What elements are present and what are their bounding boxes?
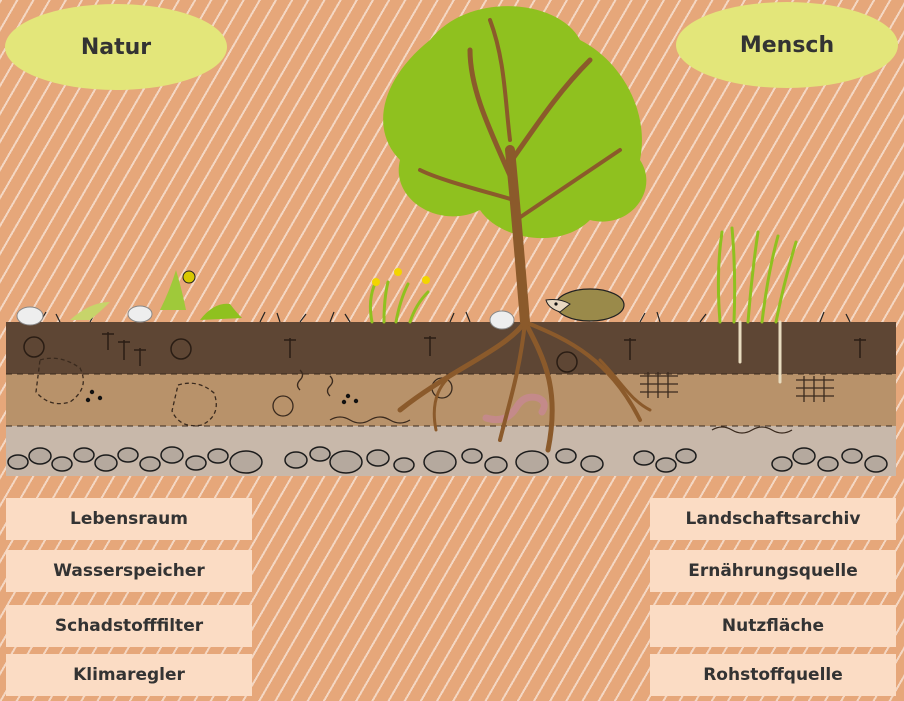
function-ernaehrungsquelle-text: Ernährungsquelle (688, 561, 858, 581)
label-natur: Natur (5, 4, 227, 90)
function-lebensraum: Lebensraum (6, 498, 252, 540)
left-plants (70, 270, 242, 320)
function-klimaregler: Klimaregler (6, 654, 252, 696)
surface-marks (39, 311, 851, 323)
subsoil-layer (6, 374, 896, 426)
right-plants (716, 226, 798, 324)
topsoil-patterns (23, 332, 866, 373)
function-rohstoffquelle-text: Rohstoffquelle (703, 665, 843, 685)
function-klimaregler-text: Klimaregler (73, 665, 185, 685)
tree-trunk (418, 18, 622, 327)
subsoil-patterns (35, 357, 834, 434)
function-wasserspeicher: Wasserspeicher (6, 550, 252, 592)
subsoil-dots (85, 389, 359, 405)
right-plant-roots (738, 320, 782, 384)
grass-tuft (368, 280, 430, 324)
label-natur-text: Natur (80, 34, 152, 60)
topsoil-layer (6, 322, 896, 374)
function-nutzflaeche: Nutzfläche (650, 605, 896, 647)
function-nutzflaeche-text: Nutzfläche (721, 616, 825, 636)
function-schadstofffilter-text: Schadstofffilter (54, 616, 204, 636)
gravel-stones (7, 446, 888, 474)
function-ernaehrungsquelle: Ernährungsquelle (650, 550, 896, 592)
hedgehog-illustration (545, 288, 625, 322)
function-landschaftsarchiv-text: Landschaftsarchiv (685, 509, 861, 529)
surface-stones (16, 305, 515, 330)
function-lebensraum-text: Lebensraum (70, 509, 188, 529)
function-rohstoffquelle: Rohstoffquelle (650, 654, 896, 696)
label-mensch: Mensch (676, 2, 898, 88)
label-mensch-text: Mensch (739, 32, 835, 58)
function-landschaftsarchiv: Landschaftsarchiv (650, 498, 896, 540)
tree-roots (397, 319, 652, 453)
function-wasserspeicher-text: Wasserspeicher (53, 561, 205, 581)
yellow-flowers (372, 268, 430, 286)
function-schadstofffilter: Schadstofffilter (6, 605, 252, 647)
